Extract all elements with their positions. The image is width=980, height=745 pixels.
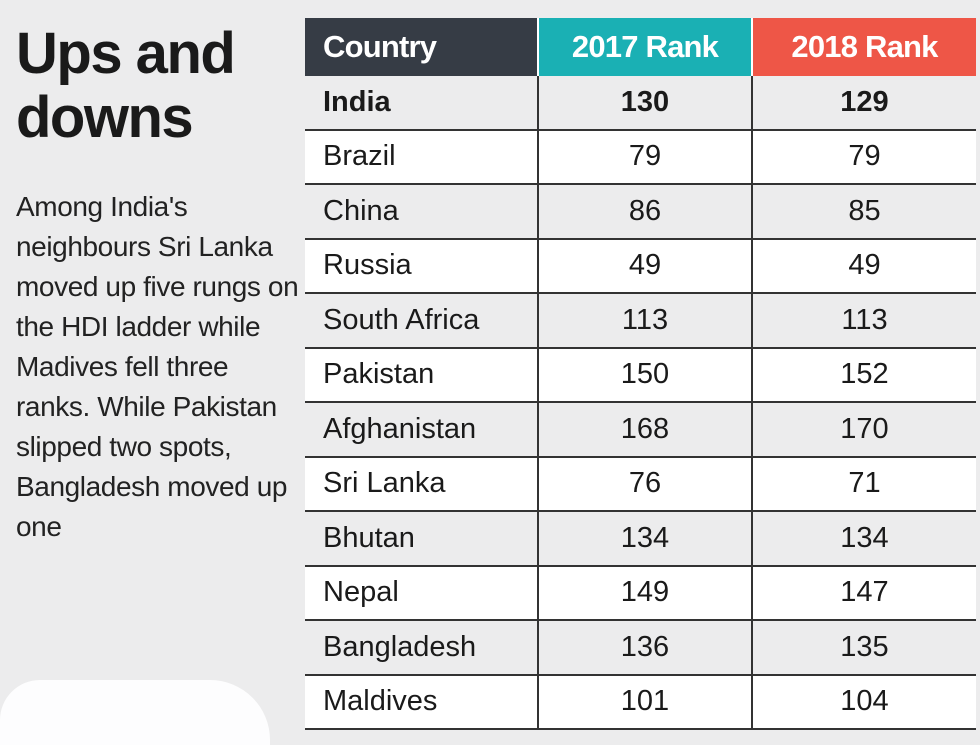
country-cell: China [305,184,538,240]
header-row: Country 2017 Rank 2018 Rank [305,18,976,76]
rank-2017-cell: 134 [537,511,752,567]
table-row: South Africa 113 113 [305,293,976,349]
rank-2017-cell: 113 [537,293,752,349]
rank-2018-cell: 170 [751,402,976,458]
header-2018-rank: 2018 Rank [751,18,976,76]
country-cell: South Africa [305,293,538,349]
headline: Ups and downs [16,21,236,150]
description: Among India's neighbours Sri Lanka moved… [16,191,299,542]
rank-2018-cell: 49 [751,238,976,294]
rank-2017-cell: 150 [537,347,752,403]
rank-2017-cell: 49 [537,238,752,294]
rank-2017-cell: 149 [537,565,752,621]
rank-2018-cell: 71 [751,456,976,512]
table-row: China 86 85 [305,184,976,240]
rank-2017-cell: 101 [537,674,752,730]
rank-2017-cell: 79 [537,129,752,185]
table-row: Afghanistan 168 170 [305,402,976,458]
table-row: Nepal 149 147 [305,565,976,621]
country-cell: Bangladesh [305,620,538,676]
rank-2018-cell: 79 [751,129,976,185]
rank-2018-cell: 152 [751,347,976,403]
rank-2018-cell: 147 [751,565,976,621]
rank-2018-cell: 85 [751,184,976,240]
table-row: Bhutan 134 134 [305,511,976,567]
hdi-rank-table: Country 2017 Rank 2018 Rank India 130 129 B… [305,18,976,730]
rank-2017-cell: 76 [537,456,752,512]
table-row: India 130 129 [305,76,976,131]
table-row: Maldives 101 104 [305,674,976,730]
country-cell: Sri Lanka [305,456,538,512]
rank-2018-cell: 113 [751,293,976,349]
rank-2018-cell: 134 [751,511,976,567]
country-cell: Pakistan [305,347,538,403]
table-row: Pakistan 150 152 [305,347,976,403]
rank-2017-cell: 130 [537,76,752,131]
table-row: Bangladesh 136 135 [305,620,976,676]
country-cell: Nepal [305,565,538,621]
rank-2018-cell: 135 [751,620,976,676]
country-cell: India [305,76,538,131]
white-patch [0,680,270,745]
header-2017-rank: 2017 Rank [537,18,752,76]
table-row: Sri Lanka 76 71 [305,456,976,512]
country-cell: Brazil [305,129,538,185]
table-row: Brazil 79 79 [305,129,976,185]
country-cell: Maldives [305,674,538,730]
rank-2018-cell: 104 [751,674,976,730]
rank-2017-cell: 136 [537,620,752,676]
rank-2017-cell: 168 [537,402,752,458]
header-country: Country [305,18,538,76]
country-cell: Afghanistan [305,402,538,458]
table-row: Russia 49 49 [305,238,976,294]
country-cell: Bhutan [305,511,538,567]
rank-2017-cell: 86 [537,184,752,240]
rank-2018-cell: 129 [751,76,976,131]
country-cell: Russia [305,238,538,294]
